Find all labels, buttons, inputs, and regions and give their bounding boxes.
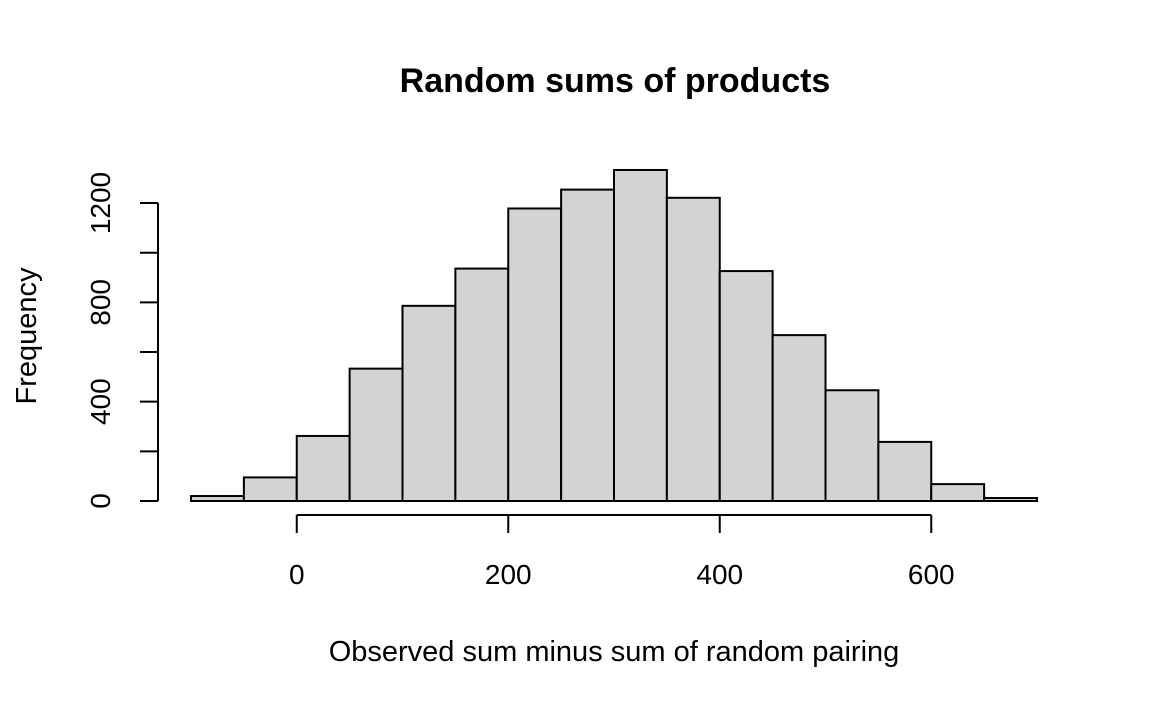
y-axis-label: Frequency <box>11 267 43 405</box>
y-axis: 0 400 800 1200 <box>85 172 159 509</box>
histogram-bar <box>824 389 880 502</box>
y-tick-label: 400 <box>85 378 116 425</box>
histogram-bar <box>454 267 510 502</box>
y-tick-label: 1200 <box>85 172 116 234</box>
histogram-bar <box>348 367 404 502</box>
histogram-bar <box>613 169 668 502</box>
x-tick-label: 200 <box>485 559 532 590</box>
y-tick-label: 0 <box>85 493 116 509</box>
histogram-bar <box>983 497 1038 503</box>
histogram-bar <box>295 434 351 502</box>
histogram-bar <box>665 196 721 503</box>
histogram-bar <box>190 495 245 502</box>
histogram-bar <box>771 334 827 502</box>
histogram-bar <box>560 188 615 502</box>
histogram-bar <box>242 476 298 502</box>
histogram-bar <box>930 483 986 502</box>
histogram-bar <box>718 270 774 502</box>
histogram-bar <box>507 207 563 502</box>
x-tick-label: 400 <box>696 559 743 590</box>
x-axis-label: Observed sum minus sum of random pairing <box>329 636 900 668</box>
chart-title: Random sums of products <box>400 62 831 100</box>
x-axis: 0 200 400 600 <box>289 514 955 590</box>
x-tick-label: 600 <box>908 559 955 590</box>
y-tick-label: 800 <box>85 279 116 326</box>
histogram-bar <box>877 440 933 503</box>
x-tick-label: 0 <box>289 559 305 590</box>
bars-group <box>190 169 1038 503</box>
histogram-bar <box>401 304 457 503</box>
